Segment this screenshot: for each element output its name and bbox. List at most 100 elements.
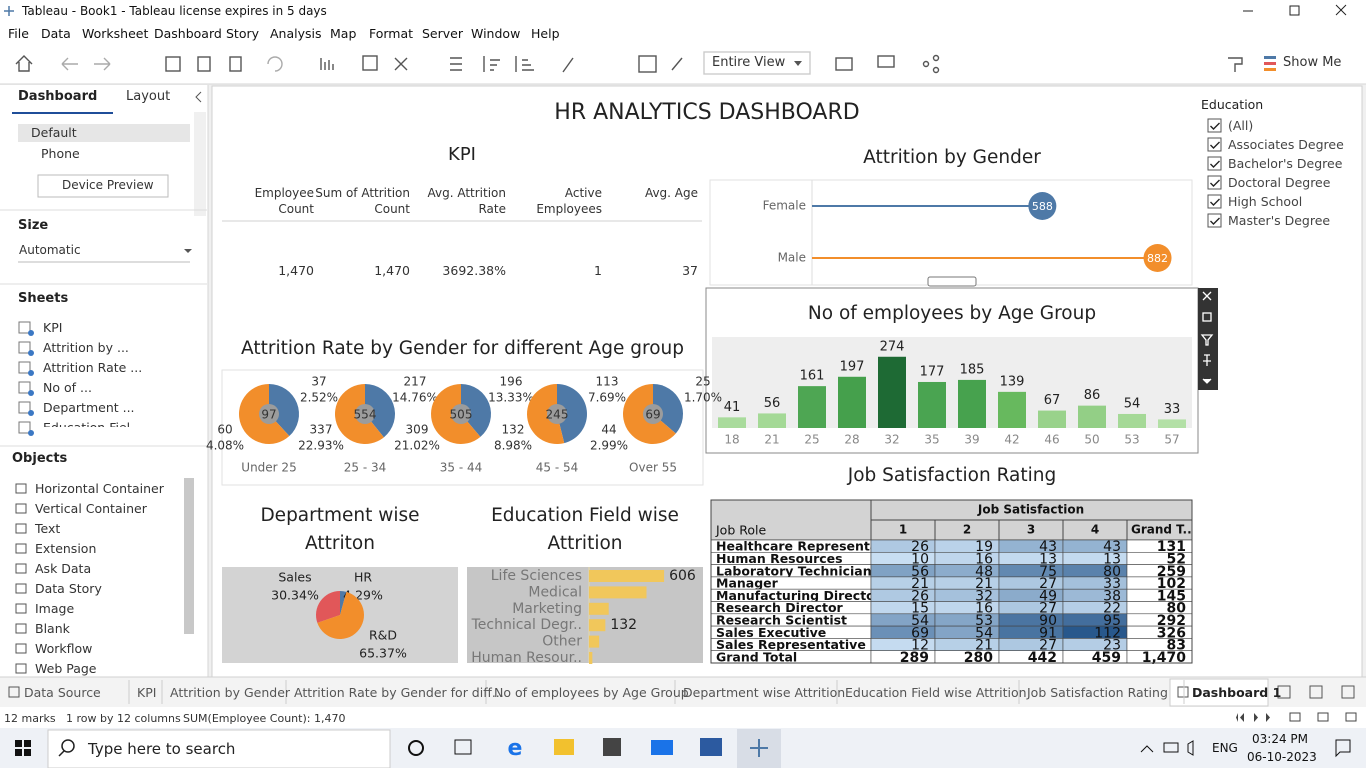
object-item[interactable]: Ask Data: [35, 561, 92, 576]
value-label: 86: [1084, 388, 1101, 403]
search-icon: [61, 739, 75, 753]
menu-item[interactable]: Data: [41, 26, 71, 41]
device-preview-label[interactable]: Device Preview: [62, 178, 154, 192]
object-item[interactable]: Extension: [35, 541, 97, 556]
cortana-icon[interactable]: [408, 740, 424, 756]
tab-bar-icons[interactable]: [8, 685, 1355, 699]
checkbox[interactable]: [1207, 213, 1222, 228]
sheet-item[interactable]: Education Fiel...: [43, 420, 142, 427]
category-label: Female: [763, 199, 806, 213]
edge-icon[interactable]: e: [508, 736, 523, 761]
pie-slice: [316, 591, 340, 623]
chart-title: Department wise Attriton: [260, 505, 420, 554]
menu-item[interactable]: File: [8, 26, 29, 41]
chart-title: Attrition Rate by Gender for different A…: [241, 338, 684, 359]
sheet-tab[interactable]: Attrition Rate by Gender for diff...: [294, 685, 504, 700]
menu-item[interactable]: Dashboard: [154, 26, 222, 41]
window-controls[interactable]: [1243, 4, 1347, 16]
object-item[interactable]: Workflow: [35, 641, 93, 656]
scrollbar-thumb[interactable]: [184, 478, 194, 634]
side-tab[interactable]: Layout: [126, 89, 171, 104]
sheet-tab[interactable]: Dashboard 1: [1192, 685, 1282, 700]
share-label: 13.33%: [488, 391, 534, 405]
filter-option[interactable]: (All): [1228, 118, 1254, 133]
bar: [878, 356, 906, 428]
checkbox[interactable]: [1207, 194, 1222, 209]
menu-item[interactable]: Analysis: [270, 26, 322, 41]
checkbox[interactable]: [1207, 175, 1222, 190]
value-label: 177: [920, 364, 945, 379]
sheet-tab[interactable]: No of employees by Age Group: [494, 685, 689, 700]
sheet-item[interactable]: KPI: [43, 320, 63, 335]
store-icon[interactable]: [603, 738, 621, 756]
sheet-item[interactable]: Attrition by ...: [43, 340, 129, 355]
size-value[interactable]: Automatic: [19, 243, 81, 257]
device-option[interactable]: Default: [31, 125, 77, 140]
bar: [838, 376, 866, 428]
category-label: Life Sciences: [491, 568, 582, 584]
filter-option[interactable]: Bachelor's Degree: [1228, 156, 1343, 171]
side-tab[interactable]: Dashboard: [18, 89, 98, 104]
search-box[interactable]: [47, 729, 391, 768]
object-item[interactable]: Blank: [35, 621, 70, 636]
sheet-tab[interactable]: Education Field wise Attrition: [845, 685, 1027, 700]
menu-item[interactable]: Server: [422, 26, 463, 41]
menu-item[interactable]: Help: [531, 26, 560, 41]
sheet-tab[interactable]: Job Satisfaction Rating: [1027, 685, 1168, 700]
pie-slice: [461, 384, 491, 437]
filter-option[interactable]: Associates Degree: [1228, 137, 1344, 152]
object-item[interactable]: Horizontal Container: [35, 481, 164, 496]
dropdown-arrow[interactable]: [184, 249, 192, 253]
menu-item[interactable]: Story: [226, 26, 260, 41]
share-label: 22.93%: [298, 439, 344, 453]
sheet-item[interactable]: No of ...: [43, 380, 92, 395]
sheet-tab[interactable]: Department wise Attrition: [683, 685, 846, 700]
sheet-tab[interactable]: KPI: [137, 685, 157, 700]
menu-item[interactable]: Map: [330, 26, 357, 41]
row-label: Manufacturing Director: [716, 588, 882, 603]
explorer-icon[interactable]: [554, 739, 574, 755]
checkbox[interactable]: [1207, 156, 1222, 171]
status-nav-icons[interactable]: [1236, 712, 1357, 722]
fit-dropdown[interactable]: Entire View: [712, 55, 786, 70]
floating-toolbar-icons[interactable]: [1200, 291, 1214, 384]
device-preview-button[interactable]: [37, 174, 169, 198]
show-me-button[interactable]: Show Me: [1283, 55, 1342, 70]
object-item[interactable]: Image: [35, 601, 75, 616]
tray-icons[interactable]: [1140, 739, 1351, 758]
task-view-icon[interactable]: [454, 739, 472, 755]
drag-handle[interactable]: [927, 276, 977, 287]
menu-item[interactable]: Window: [471, 26, 521, 41]
cell-value: 280: [964, 650, 993, 666]
filter-option[interactable]: High School: [1228, 194, 1303, 209]
value-label: 217: [404, 375, 427, 389]
menu-item[interactable]: Worksheet: [82, 26, 149, 41]
checkbox[interactable]: [1207, 137, 1222, 152]
mail-icon[interactable]: [651, 740, 673, 755]
selected-device[interactable]: [18, 124, 190, 142]
filter-option[interactable]: Doctoral Degree: [1228, 175, 1331, 190]
bar: [589, 652, 593, 664]
collapse-icon[interactable]: [195, 91, 202, 103]
photos-icon[interactable]: [700, 738, 722, 756]
object-icon: [15, 583, 27, 594]
object-item[interactable]: Text: [35, 521, 61, 536]
object-item[interactable]: Vertical Container: [35, 501, 147, 516]
sheet-tab[interactable]: Data Source: [24, 685, 101, 700]
start-button[interactable]: [15, 740, 31, 756]
toolbar-icons[interactable]: [15, 51, 1276, 75]
pie-total: 554: [354, 408, 377, 422]
sheet-tab[interactable]: Attrition by Gender: [170, 685, 291, 700]
search-placeholder[interactable]: Type here to search: [88, 740, 236, 758]
sheet-item[interactable]: Department ...: [43, 400, 135, 415]
sheet-item[interactable]: Attrition Rate ...: [43, 360, 143, 375]
menu-item[interactable]: Format: [369, 26, 414, 41]
object-item[interactable]: Data Story: [35, 581, 102, 596]
cell-value: 43: [1103, 539, 1121, 555]
checkbox[interactable]: [1207, 118, 1222, 133]
object-item[interactable]: Web Page: [35, 661, 97, 676]
filter-option[interactable]: Master's Degree: [1228, 213, 1331, 228]
tableau-taskbar-icon[interactable]: [750, 739, 768, 757]
scrollbar[interactable]: [194, 112, 206, 216]
device-option[interactable]: Phone: [41, 146, 80, 161]
